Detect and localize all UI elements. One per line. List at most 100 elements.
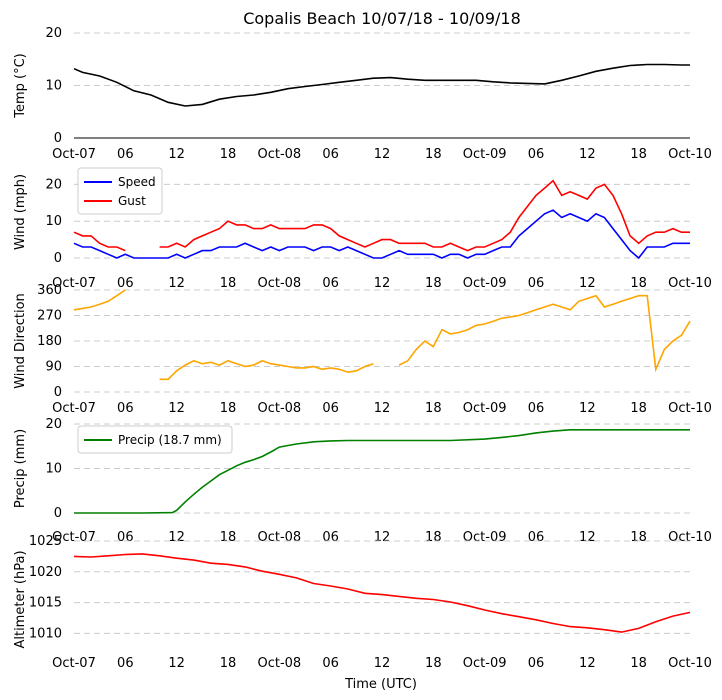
y-tick-label: 0 <box>54 506 62 521</box>
altimeter-series-altimeter <box>73 553 691 633</box>
x-tick-label: Oct-10 <box>668 147 712 162</box>
x-tick-label: 12 <box>168 276 185 291</box>
y-tick-label: 1010 <box>29 626 62 641</box>
x-tick-label: 18 <box>425 401 442 416</box>
x-tick-label: Oct-08 <box>257 656 301 671</box>
x-tick-label: 06 <box>117 656 134 671</box>
direction-y-axis-label: Wind Direction <box>13 293 28 389</box>
y-tick-label: 1025 <box>29 534 62 549</box>
x-tick-label: 06 <box>117 401 134 416</box>
y-tick-label: 270 <box>37 309 62 324</box>
x-tick-label: Oct-09 <box>463 147 507 162</box>
y-tick-label: 180 <box>37 334 62 349</box>
y-tick-label: 360 <box>37 283 62 298</box>
x-tick-label: 06 <box>322 147 339 162</box>
x-tick-label: 06 <box>117 530 134 545</box>
x-tick-label: 18 <box>220 401 237 416</box>
x-tick-label: Oct-08 <box>257 530 301 545</box>
x-tick-label: Oct-07 <box>52 147 96 162</box>
x-tick-label: 18 <box>630 147 647 162</box>
wind-panel: 0 10 20 Wind (mph) Oct-07 06 12 18 Oct-08 06 12 18 O… <box>13 167 712 291</box>
x-tick-label: 12 <box>374 276 391 291</box>
x-tick-label: Oct-07 <box>52 656 96 671</box>
x-tick-label: 12 <box>374 656 391 671</box>
x-tick-label: 12 <box>168 656 185 671</box>
x-tick-label: 06 <box>117 147 134 162</box>
x-tick-label: 18 <box>425 656 442 671</box>
x-tick-label: 06 <box>322 530 339 545</box>
figure-title: Copalis Beach 10/07/18 - 10/09/18 <box>243 9 521 28</box>
y-tick-label: 1020 <box>29 565 62 580</box>
precip-series-precip-18-7-mm- <box>74 429 690 514</box>
direction-series-direction <box>73 289 691 381</box>
y-tick-label: 10 <box>45 462 62 477</box>
legend-label: Precip (18.7 mm) <box>118 433 222 447</box>
x-tick-label: 06 <box>322 656 339 671</box>
y-tick-label: 20 <box>45 417 62 432</box>
x-tick-label: 06 <box>117 276 134 291</box>
y-tick-label: 0 <box>54 251 62 266</box>
altimeter-y-axis-label: Altimeter (hPa) <box>13 550 28 648</box>
x-tick-label: Oct-07 <box>52 401 96 416</box>
x-tick-label: 06 <box>322 276 339 291</box>
x-tick-label: 12 <box>579 276 596 291</box>
x-tick-label: Oct-09 <box>463 530 507 545</box>
y-tick-label: 10 <box>45 79 62 94</box>
x-tick-label: 12 <box>168 147 185 162</box>
wind-legend <box>77 167 163 215</box>
x-tick-label: 18 <box>425 276 442 291</box>
temp-y-axis-label: Temp (°C) <box>13 53 28 119</box>
x-tick-label: 12 <box>579 147 596 162</box>
x-tick-label: 18 <box>220 530 237 545</box>
x-tick-label: 18 <box>630 401 647 416</box>
direction-panel: 0 90 180 270 360 Wind Direction Oct-07 06 12 18 Oc… <box>13 283 712 416</box>
x-tick-label: 18 <box>630 530 647 545</box>
precip-legend <box>77 425 233 454</box>
x-tick-label: Oct-08 <box>257 401 301 416</box>
x-tick-label: Oct-10 <box>668 401 712 416</box>
temp-panel: 0 10 20 Temp (°C) Oct-07 06 12 18 Oct-08 06 12 18 Oc… <box>13 26 712 162</box>
x-tick-label: 06 <box>322 401 339 416</box>
y-tick-label: 20 <box>45 177 62 192</box>
x-axis-label: Time (UTC) <box>344 677 417 692</box>
y-tick-label: 20 <box>45 26 62 41</box>
y-tick-label: 0 <box>54 131 62 146</box>
x-tick-label: 18 <box>220 276 237 291</box>
x-tick-label: Oct-08 <box>257 147 301 162</box>
x-tick-label: Oct-09 <box>463 401 507 416</box>
x-tick-label: 06 <box>528 276 545 291</box>
x-tick-label: 06 <box>528 401 545 416</box>
x-tick-label: 12 <box>374 530 391 545</box>
x-tick-label: 18 <box>220 656 237 671</box>
y-tick-label: 90 <box>45 360 62 375</box>
x-tick-label: Oct-10 <box>668 276 712 291</box>
wind-series-gust <box>73 179 690 252</box>
x-tick-label: 06 <box>528 656 545 671</box>
legend-label: Gust <box>118 194 146 208</box>
x-tick-label: 12 <box>579 530 596 545</box>
x-tick-label: 12 <box>374 147 391 162</box>
x-tick-label: Oct-10 <box>668 530 712 545</box>
x-tick-label: 18 <box>630 656 647 671</box>
x-tick-label: 12 <box>168 530 185 545</box>
x-tick-label: Oct-07 <box>52 276 96 291</box>
x-tick-label: 12 <box>374 401 391 416</box>
y-tick-label: 10 <box>45 214 62 229</box>
x-tick-label: Oct-10 <box>668 656 712 671</box>
y-tick-label: 1015 <box>29 596 62 611</box>
x-tick-label: 18 <box>425 530 442 545</box>
x-tick-label: Oct-09 <box>463 656 507 671</box>
x-tick-label: 18 <box>425 147 442 162</box>
x-tick-label: 06 <box>528 530 545 545</box>
x-tick-label: 18 <box>630 276 647 291</box>
wind-y-axis-label: Wind (mph) <box>13 174 28 250</box>
x-tick-label: Oct-09 <box>463 276 507 291</box>
x-tick-label: 18 <box>220 147 237 162</box>
wind-series-speed <box>73 209 690 260</box>
x-tick-label: 12 <box>579 656 596 671</box>
temp-series-temp <box>73 63 690 107</box>
